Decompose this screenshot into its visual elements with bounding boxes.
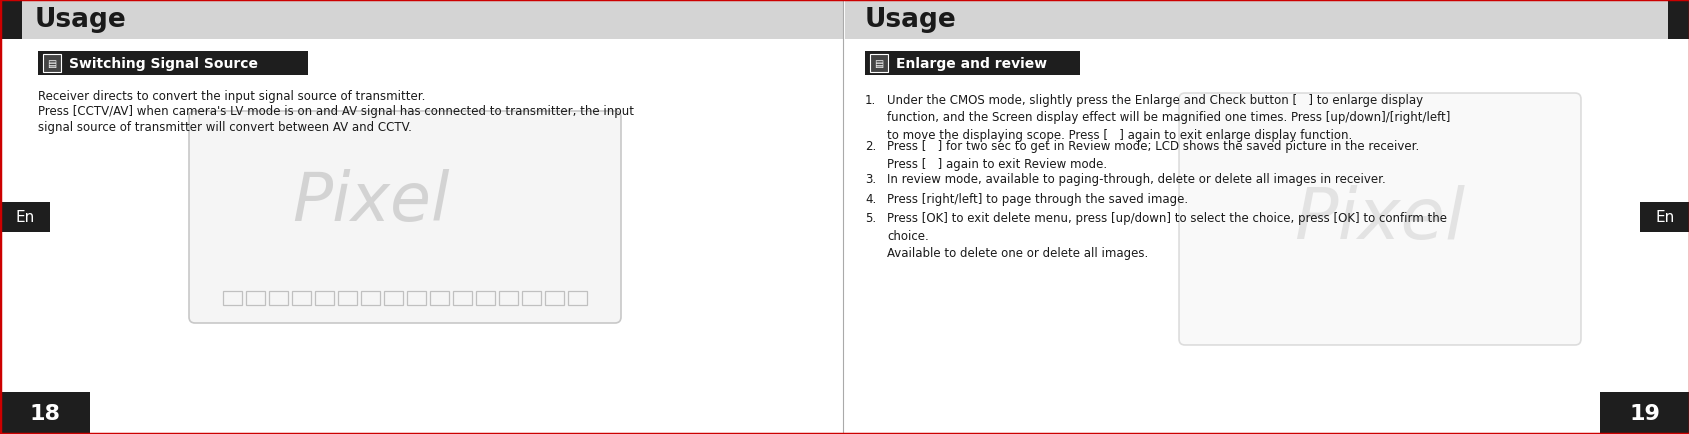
Text: Press [   ] for two sec to get in Review mode; LCD shows the saved picture in th: Press [ ] for two sec to get in Review m… <box>887 140 1419 171</box>
Text: 3.: 3. <box>865 173 875 186</box>
Bar <box>0 0 22 40</box>
Text: En: En <box>15 210 34 224</box>
Bar <box>338 291 356 305</box>
Bar <box>223 291 242 305</box>
Bar <box>498 291 519 305</box>
Bar <box>292 291 311 305</box>
Text: In review mode, available to paging-through, delete or delete all images in rece: In review mode, available to paging-thro… <box>887 173 1385 186</box>
Text: Usage: Usage <box>35 7 127 33</box>
Text: En: En <box>1655 210 1674 224</box>
Bar <box>0 392 90 434</box>
Text: 4.: 4. <box>865 193 875 206</box>
Text: ▤: ▤ <box>47 59 57 69</box>
Bar <box>429 291 449 305</box>
Bar <box>361 291 380 305</box>
Text: Press [CCTV/AV] when camera's LV mode is on and AV signal has connected to trans: Press [CCTV/AV] when camera's LV mode is… <box>37 105 633 118</box>
Text: 19: 19 <box>1628 403 1660 423</box>
Bar <box>522 291 540 305</box>
FancyBboxPatch shape <box>1179 94 1581 345</box>
Text: Receiver directs to convert the input signal source of transmitter.: Receiver directs to convert the input si… <box>37 90 426 103</box>
Text: Press [OK] to exit delete menu, press [up/down] to select the choice, press [OK]: Press [OK] to exit delete menu, press [u… <box>887 212 1446 260</box>
Text: 1.: 1. <box>865 94 875 107</box>
Text: Usage: Usage <box>865 7 956 33</box>
Bar <box>844 0 1689 40</box>
Bar <box>247 291 265 305</box>
Bar <box>42 55 61 73</box>
Text: Pixel: Pixel <box>1294 185 1464 254</box>
Bar <box>407 291 426 305</box>
Bar <box>1599 392 1689 434</box>
FancyBboxPatch shape <box>189 112 620 323</box>
Bar <box>314 291 334 305</box>
Bar <box>269 291 287 305</box>
Bar <box>1667 0 1689 40</box>
Text: Press [right/left] to page through the saved image.: Press [right/left] to page through the s… <box>887 193 1187 206</box>
Bar <box>0 0 843 40</box>
Bar <box>453 291 471 305</box>
Text: ▤: ▤ <box>873 59 883 69</box>
Bar <box>1638 202 1689 232</box>
Bar <box>865 52 1079 76</box>
Text: Enlarge and review: Enlarge and review <box>895 57 1047 71</box>
Text: signal source of transmitter will convert between AV and CCTV.: signal source of transmitter will conver… <box>37 121 412 134</box>
Text: 2.: 2. <box>865 140 875 153</box>
Bar <box>870 55 887 73</box>
Text: 5.: 5. <box>865 212 875 225</box>
Text: Pixel: Pixel <box>292 169 449 234</box>
Bar <box>476 291 495 305</box>
Text: 18: 18 <box>29 403 61 423</box>
Bar <box>0 202 51 232</box>
Text: Switching Signal Source: Switching Signal Source <box>69 57 258 71</box>
Bar <box>544 291 564 305</box>
Bar <box>383 291 402 305</box>
Text: Under the CMOS mode, slightly press the Enlarge and Check button [   ] to enlarg: Under the CMOS mode, slightly press the … <box>887 94 1449 141</box>
Bar <box>568 291 586 305</box>
Bar <box>37 52 307 76</box>
